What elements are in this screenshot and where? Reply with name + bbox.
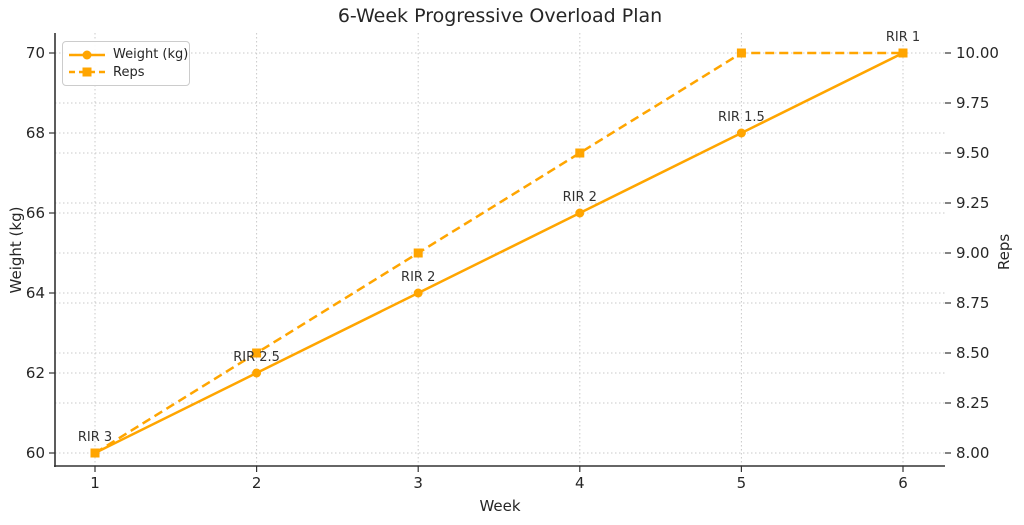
weight-series-line xyxy=(94,51,904,455)
right-axis-tick-label: 9.75 xyxy=(956,94,989,112)
x-axis-tick-label: 3 xyxy=(413,474,423,492)
right-axis-tick-label: 8.00 xyxy=(956,444,989,462)
annotation-label: RIR 1 xyxy=(886,30,920,45)
legend-label-weight: Weight (kg) xyxy=(113,47,189,63)
weight-marker xyxy=(252,368,262,378)
annotation-label: RIR 1.5 xyxy=(718,110,765,125)
x-axis-tick-label: 2 xyxy=(252,474,262,492)
right-axis-tick-label: 9.00 xyxy=(956,244,989,262)
reps-marker xyxy=(252,348,262,358)
legend-item-reps: Reps xyxy=(69,66,183,79)
annotation-label: RIR 2 xyxy=(563,190,597,205)
legend-label-reps: Reps xyxy=(113,64,145,80)
weight-marker xyxy=(413,288,423,298)
annotation-label: RIR 2 xyxy=(401,270,435,285)
annotation-label: RIR 3 xyxy=(78,430,112,445)
left-axis-tick-label: 60 xyxy=(26,444,45,462)
y-axis-title-right: Reps xyxy=(995,233,1013,271)
left-axis-tick-label: 62 xyxy=(26,364,45,382)
right-axis-tick-label: 9.50 xyxy=(956,144,989,162)
right-axis-tick-label: 8.50 xyxy=(956,344,989,362)
weight-marker xyxy=(736,128,746,138)
right-axis-tick-label: 9.25 xyxy=(956,194,989,212)
legend-weight-line-circle-icon xyxy=(69,50,105,60)
reps-marker xyxy=(898,48,908,58)
weight-marker xyxy=(575,208,585,218)
x-axis-tick-label: 4 xyxy=(575,474,585,492)
right-axis-tick-label: 8.25 xyxy=(956,394,989,412)
reps-marker xyxy=(413,248,423,258)
left-axis-tick-label: 68 xyxy=(26,124,45,142)
left-axis-tick-label: 70 xyxy=(26,44,45,62)
right-axis-tick-label: 8.75 xyxy=(956,294,989,312)
x-axis-tick-label: 6 xyxy=(898,474,908,492)
reps-series-line xyxy=(94,51,903,455)
chart-title: 6-Week Progressive Overload Plan xyxy=(337,5,663,27)
reps-marker xyxy=(736,48,746,58)
x-axis-tick-label: 5 xyxy=(737,474,747,492)
right-axis-tick-label: 10.00 xyxy=(956,44,999,62)
x-axis-title: Week xyxy=(479,497,521,515)
annotation-label: RIR 2.5 xyxy=(233,350,280,365)
legend-reps-line-square-icon xyxy=(69,67,105,77)
legend-item-weight: Weight (kg) xyxy=(69,48,188,61)
reps-marker xyxy=(575,148,585,158)
legend: Weight (kg) Reps xyxy=(62,41,190,86)
x-axis-tick-label: 1 xyxy=(90,474,100,492)
y-axis-title-left: Weight (kg) xyxy=(7,206,25,294)
left-axis-tick-label: 66 xyxy=(26,204,45,222)
reps-marker xyxy=(90,448,100,458)
left-axis-tick-label: 64 xyxy=(26,284,45,302)
